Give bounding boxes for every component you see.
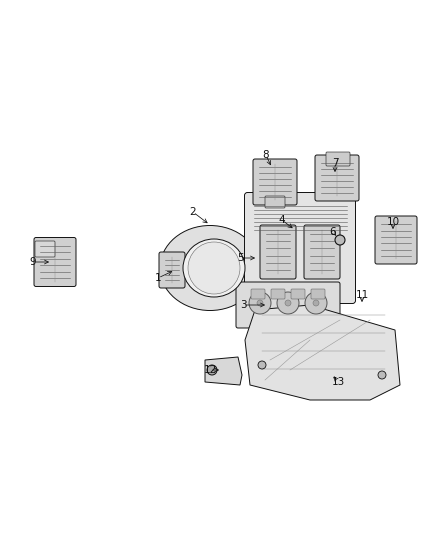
Text: 12: 12 xyxy=(203,365,217,375)
Circle shape xyxy=(258,361,266,369)
FancyBboxPatch shape xyxy=(34,238,76,287)
Circle shape xyxy=(305,292,327,314)
Circle shape xyxy=(207,365,217,375)
Text: 7: 7 xyxy=(332,158,338,168)
Text: 8: 8 xyxy=(263,150,269,160)
Circle shape xyxy=(335,235,345,245)
Circle shape xyxy=(257,300,263,306)
FancyBboxPatch shape xyxy=(35,241,55,257)
FancyBboxPatch shape xyxy=(271,289,285,299)
FancyBboxPatch shape xyxy=(315,155,359,201)
Text: 6: 6 xyxy=(330,227,336,237)
Text: 11: 11 xyxy=(355,290,369,300)
Circle shape xyxy=(188,242,240,294)
Text: 4: 4 xyxy=(279,215,285,225)
Ellipse shape xyxy=(160,225,260,311)
FancyBboxPatch shape xyxy=(251,289,265,299)
FancyBboxPatch shape xyxy=(265,196,285,208)
Polygon shape xyxy=(205,357,242,385)
Circle shape xyxy=(249,292,271,314)
Polygon shape xyxy=(245,305,400,400)
FancyBboxPatch shape xyxy=(311,289,325,299)
Text: 1: 1 xyxy=(155,273,161,283)
FancyBboxPatch shape xyxy=(236,282,340,328)
Text: 3: 3 xyxy=(240,300,246,310)
Text: 10: 10 xyxy=(386,217,399,227)
Circle shape xyxy=(378,371,386,379)
Text: 5: 5 xyxy=(237,253,244,263)
FancyBboxPatch shape xyxy=(159,252,185,288)
FancyBboxPatch shape xyxy=(375,216,417,264)
Circle shape xyxy=(313,300,319,306)
Text: 9: 9 xyxy=(30,257,36,267)
FancyBboxPatch shape xyxy=(326,152,350,166)
FancyBboxPatch shape xyxy=(304,225,340,279)
FancyBboxPatch shape xyxy=(291,289,305,299)
Text: 13: 13 xyxy=(332,377,345,387)
FancyBboxPatch shape xyxy=(244,192,356,303)
Text: 2: 2 xyxy=(190,207,196,217)
FancyBboxPatch shape xyxy=(253,159,297,205)
Ellipse shape xyxy=(183,239,245,297)
FancyBboxPatch shape xyxy=(260,225,296,279)
Circle shape xyxy=(277,292,299,314)
Circle shape xyxy=(285,300,291,306)
